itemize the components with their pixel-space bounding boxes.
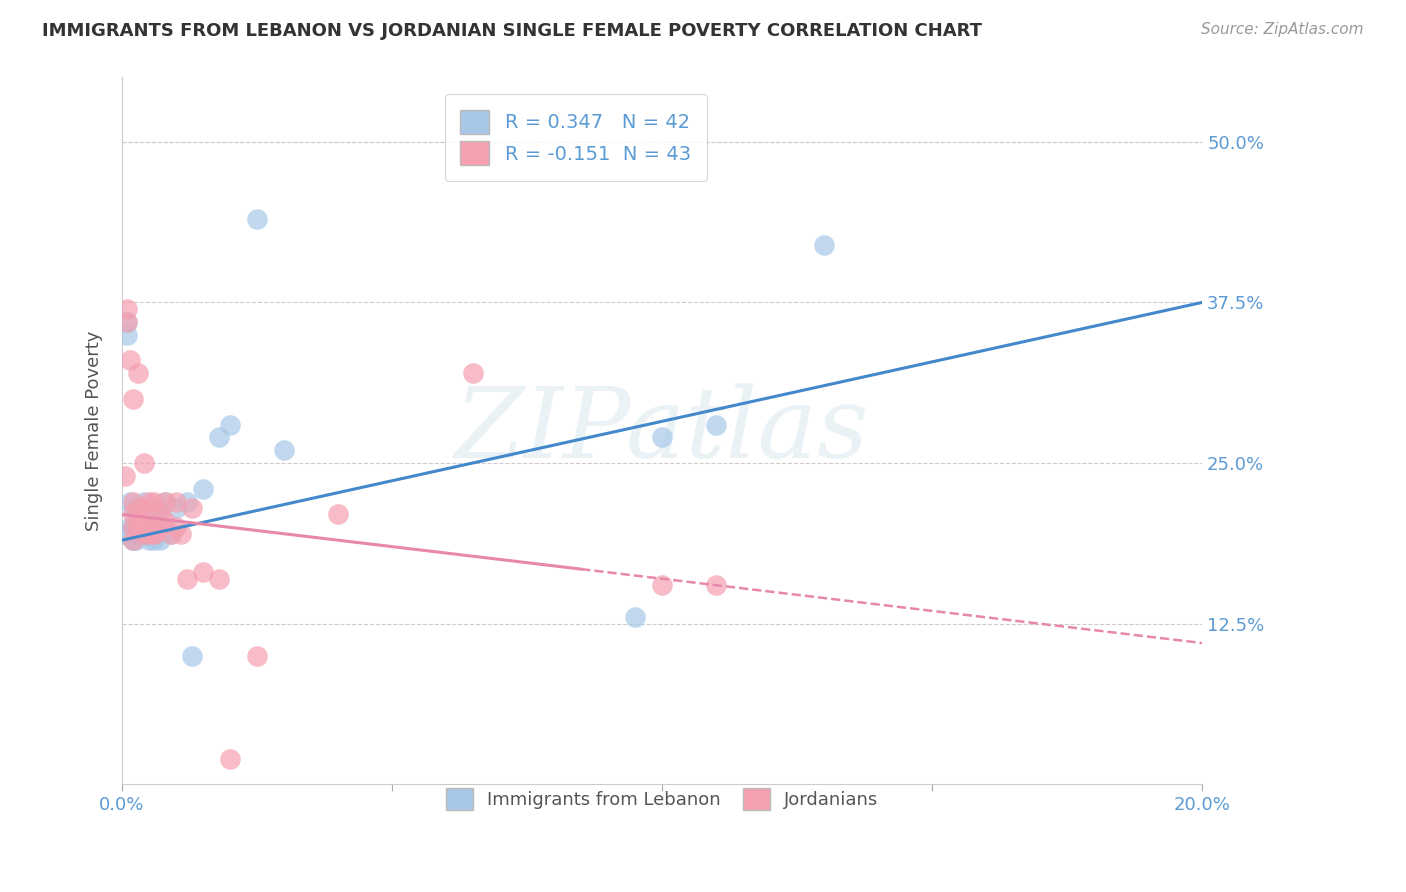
Point — [127, 520, 149, 534]
Point — [143, 526, 166, 541]
Point — [127, 520, 149, 534]
Point — [651, 430, 673, 444]
Y-axis label: Single Female Poverty: Single Female Poverty — [86, 331, 103, 531]
Point — [132, 494, 155, 508]
Point — [121, 520, 143, 534]
Point — [149, 501, 172, 516]
Point — [155, 514, 177, 528]
Text: IMMIGRANTS FROM LEBANON VS JORDANIAN SINGLE FEMALE POVERTY CORRELATION CHART: IMMIGRANTS FROM LEBANON VS JORDANIAN SIN… — [42, 22, 983, 40]
Point — [127, 520, 149, 534]
Point — [138, 501, 160, 516]
Point — [124, 533, 146, 548]
Point — [132, 456, 155, 470]
Point — [208, 572, 231, 586]
Point — [120, 494, 142, 508]
Point — [149, 508, 172, 522]
Point — [159, 526, 181, 541]
Point — [704, 417, 727, 432]
Point — [121, 392, 143, 406]
Point — [704, 578, 727, 592]
Point — [138, 533, 160, 548]
Point — [121, 520, 143, 534]
Point — [219, 752, 242, 766]
Point — [117, 315, 139, 329]
Point — [191, 566, 214, 580]
Point — [149, 520, 172, 534]
Point — [120, 353, 142, 368]
Point — [121, 533, 143, 548]
Point — [624, 610, 647, 624]
Point — [246, 648, 269, 663]
Text: Source: ZipAtlas.com: Source: ZipAtlas.com — [1201, 22, 1364, 37]
Point — [143, 526, 166, 541]
Point — [273, 443, 295, 458]
Point — [121, 520, 143, 534]
Point — [461, 366, 484, 380]
Point — [170, 526, 193, 541]
Point — [127, 366, 149, 380]
Point — [138, 520, 160, 534]
Point — [176, 572, 198, 586]
Point — [121, 533, 143, 548]
Point — [121, 508, 143, 522]
Point — [143, 508, 166, 522]
Point — [165, 520, 187, 534]
Point — [117, 301, 139, 316]
Point — [219, 417, 242, 432]
Point — [132, 526, 155, 541]
Point — [155, 494, 177, 508]
Point — [176, 494, 198, 508]
Point — [138, 526, 160, 541]
Point — [149, 533, 172, 548]
Point — [127, 520, 149, 534]
Point — [132, 520, 155, 534]
Point — [127, 508, 149, 522]
Point — [127, 501, 149, 516]
Point — [138, 494, 160, 508]
Point — [181, 648, 204, 663]
Point — [813, 237, 835, 252]
Point — [127, 520, 149, 534]
Point — [191, 482, 214, 496]
Point — [127, 501, 149, 516]
Point — [208, 430, 231, 444]
Point — [155, 494, 177, 508]
Point — [651, 578, 673, 592]
Point — [246, 211, 269, 226]
Point — [326, 508, 349, 522]
Point — [159, 526, 181, 541]
Point — [127, 526, 149, 541]
Legend: Immigrants from Lebanon, Jordanians: Immigrants from Lebanon, Jordanians — [432, 774, 893, 825]
Point — [143, 520, 166, 534]
Point — [181, 501, 204, 516]
Point — [165, 494, 187, 508]
Point — [132, 520, 155, 534]
Point — [143, 533, 166, 548]
Point — [143, 494, 166, 508]
Point — [165, 501, 187, 516]
Point — [138, 508, 160, 522]
Point — [121, 501, 143, 516]
Point — [132, 526, 155, 541]
Text: ZIPatlas: ZIPatlas — [456, 384, 869, 479]
Point — [120, 520, 142, 534]
Point — [121, 533, 143, 548]
Point — [114, 469, 136, 483]
Point — [121, 494, 143, 508]
Point — [117, 327, 139, 342]
Point — [117, 315, 139, 329]
Point — [114, 526, 136, 541]
Point — [155, 520, 177, 534]
Point — [127, 508, 149, 522]
Point — [138, 520, 160, 534]
